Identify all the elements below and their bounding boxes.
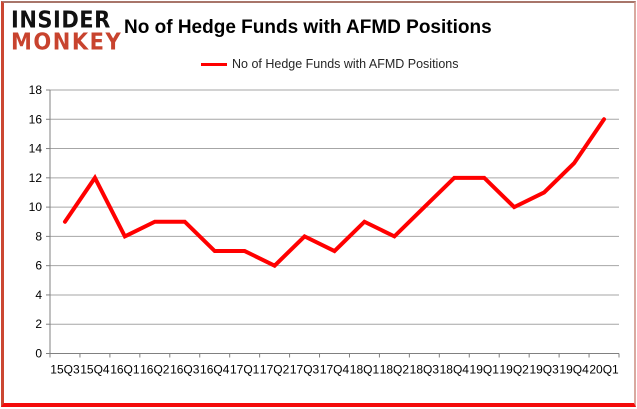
x-tick-label: 18Q1: [350, 363, 380, 377]
y-tick-label: 6: [35, 259, 42, 273]
legend-label: No of Hedge Funds with AFMD Positions: [232, 57, 459, 71]
x-tick-label: 18Q2: [380, 363, 410, 377]
x-tick-label: 16Q2: [140, 363, 170, 377]
y-tick-label: 4: [35, 288, 42, 302]
y-tick-label: 10: [29, 200, 43, 214]
y-tick-label: 8: [35, 229, 42, 243]
x-tick-label: 19Q3: [529, 363, 559, 377]
x-tick-label: 15Q3: [50, 363, 80, 377]
legend-line-swatch: [201, 62, 227, 66]
y-tick-label: 0: [35, 347, 42, 361]
legend: No of Hedge Funds with AFMD Positions: [201, 57, 459, 71]
x-tick-label: 17Q1: [230, 363, 260, 377]
x-tick-label: 17Q4: [320, 363, 350, 377]
x-tick-label: 16Q4: [200, 363, 230, 377]
x-tick-label: 19Q1: [470, 363, 500, 377]
x-tick-label: 18Q4: [440, 363, 470, 377]
insider-monkey-logo: INSIDER MONKEY: [11, 6, 123, 55]
x-tick-label: 19Q4: [559, 363, 589, 377]
data-line-series: [62, 117, 607, 269]
x-tick-label: 18Q3: [410, 363, 440, 377]
y-tick-label: 18: [29, 83, 43, 97]
x-tick-label: 19Q2: [500, 363, 530, 377]
logo-monkey-text: MONKEY: [11, 28, 123, 55]
x-tick-label: 17Q2: [260, 363, 290, 377]
y-tick-label: 12: [29, 171, 43, 185]
x-tick-label: 16Q1: [110, 363, 140, 377]
x-tick-label: 17Q3: [290, 363, 320, 377]
y-tick-label: 16: [29, 112, 43, 126]
x-tick-label: 20Q1: [589, 363, 619, 377]
x-tick-label: 15Q4: [80, 363, 110, 377]
y-tick-label: 14: [29, 142, 43, 156]
logo-insider-text: INSIDER: [11, 6, 111, 33]
chart-title: No of Hedge Funds with AFMD Positions: [124, 17, 492, 38]
x-tick-label: 16Q3: [170, 363, 200, 377]
y-tick-label: 2: [35, 317, 42, 331]
